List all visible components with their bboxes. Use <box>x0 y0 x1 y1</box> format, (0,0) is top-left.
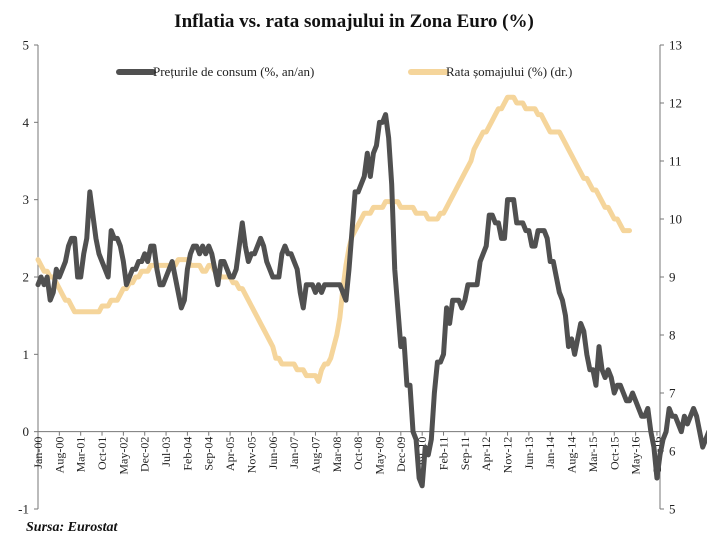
legend: Prețurile de consum (%, an/an) Rata șoma… <box>116 64 572 79</box>
x-tick-label: Aug-14 <box>565 437 579 474</box>
source-note: Sursa: Eurostat <box>26 520 119 535</box>
x-tick-label: Jan-14 <box>543 437 557 469</box>
left-tick-label: 0 <box>23 424 30 439</box>
right-tick-label: 7 <box>669 386 676 401</box>
series-lines <box>35 94 707 489</box>
x-tick-label: Nov-05 <box>244 437 258 474</box>
x-tick-label: Feb-11 <box>437 437 451 471</box>
x-tick-label: Jun-06 <box>266 437 280 470</box>
legend-label-unemployment: Rata șomajului (%) (dr.) <box>446 64 572 79</box>
x-tick-label: Dec-02 <box>138 437 152 472</box>
chart-title: Inflatia vs. rata somajului in Zona Euro… <box>174 11 534 32</box>
right-tick-label: 12 <box>669 96 682 111</box>
left-tick-label: 3 <box>23 192 30 207</box>
x-tick-label: May-09 <box>372 437 386 475</box>
x-tick-label: Sep-04 <box>202 437 216 471</box>
x-tick-label: Mar-08 <box>330 437 344 473</box>
x-tick-label: May-16 <box>629 437 643 475</box>
x-tick-label: Aug-00 <box>52 437 66 474</box>
left-tick-label: 5 <box>23 38 30 53</box>
left-tick-label: 4 <box>23 115 30 130</box>
x-tick-label: Oct-01 <box>95 437 109 470</box>
right-tick-label: 9 <box>669 270 676 285</box>
x-tick-label: Jul-03 <box>159 437 173 467</box>
left-axis-ticks: -1 0 1 2 3 4 5 <box>18 38 38 517</box>
x-tick-label: Nov-12 <box>501 437 515 474</box>
series-line-inflation <box>35 112 707 489</box>
x-tick-label: Mar-15 <box>586 437 600 473</box>
x-tick-label: Aug-07 <box>308 437 322 474</box>
left-tick-label: 1 <box>23 347 30 362</box>
right-tick-label: 5 <box>669 502 676 517</box>
left-tick-label: 2 <box>23 270 30 285</box>
x-tick-label: Feb-04 <box>180 437 194 471</box>
x-tick-label: Jan-00 <box>31 437 45 469</box>
x-tick-label: Oct-08 <box>351 437 365 470</box>
right-tick-label: 10 <box>669 212 682 227</box>
x-tick-label: Dec-09 <box>394 437 408 472</box>
right-tick-label: 8 <box>669 328 676 343</box>
series-line-unemployment <box>35 94 633 384</box>
x-tick-label: Jan-07 <box>287 437 301 469</box>
x-tick-label: Jun-13 <box>522 437 536 470</box>
x-tick-label: Oct-15 <box>607 437 621 470</box>
x-axis-ticks: Jan-00 Aug-00 Mar-01 Oct-01 May-02 Dec-02 Jul-… <box>31 431 664 475</box>
x-tick-label: Mar-01 <box>74 437 88 473</box>
right-tick-label: 6 <box>669 444 676 459</box>
x-tick-label: Apr-05 <box>223 437 237 471</box>
right-axis-ticks: 5 6 7 8 9 10 11 12 13 <box>660 38 682 517</box>
right-tick-label: 11 <box>669 154 682 169</box>
x-tick-label: May-02 <box>116 437 130 475</box>
legend-label-inflation: Prețurile de consum (%, an/an) <box>153 64 314 79</box>
right-tick-label: 13 <box>669 38 682 53</box>
x-tick-label: Sep-11 <box>458 437 472 471</box>
x-tick-label: Apr-12 <box>479 437 493 471</box>
left-tick-label: -1 <box>18 502 29 517</box>
